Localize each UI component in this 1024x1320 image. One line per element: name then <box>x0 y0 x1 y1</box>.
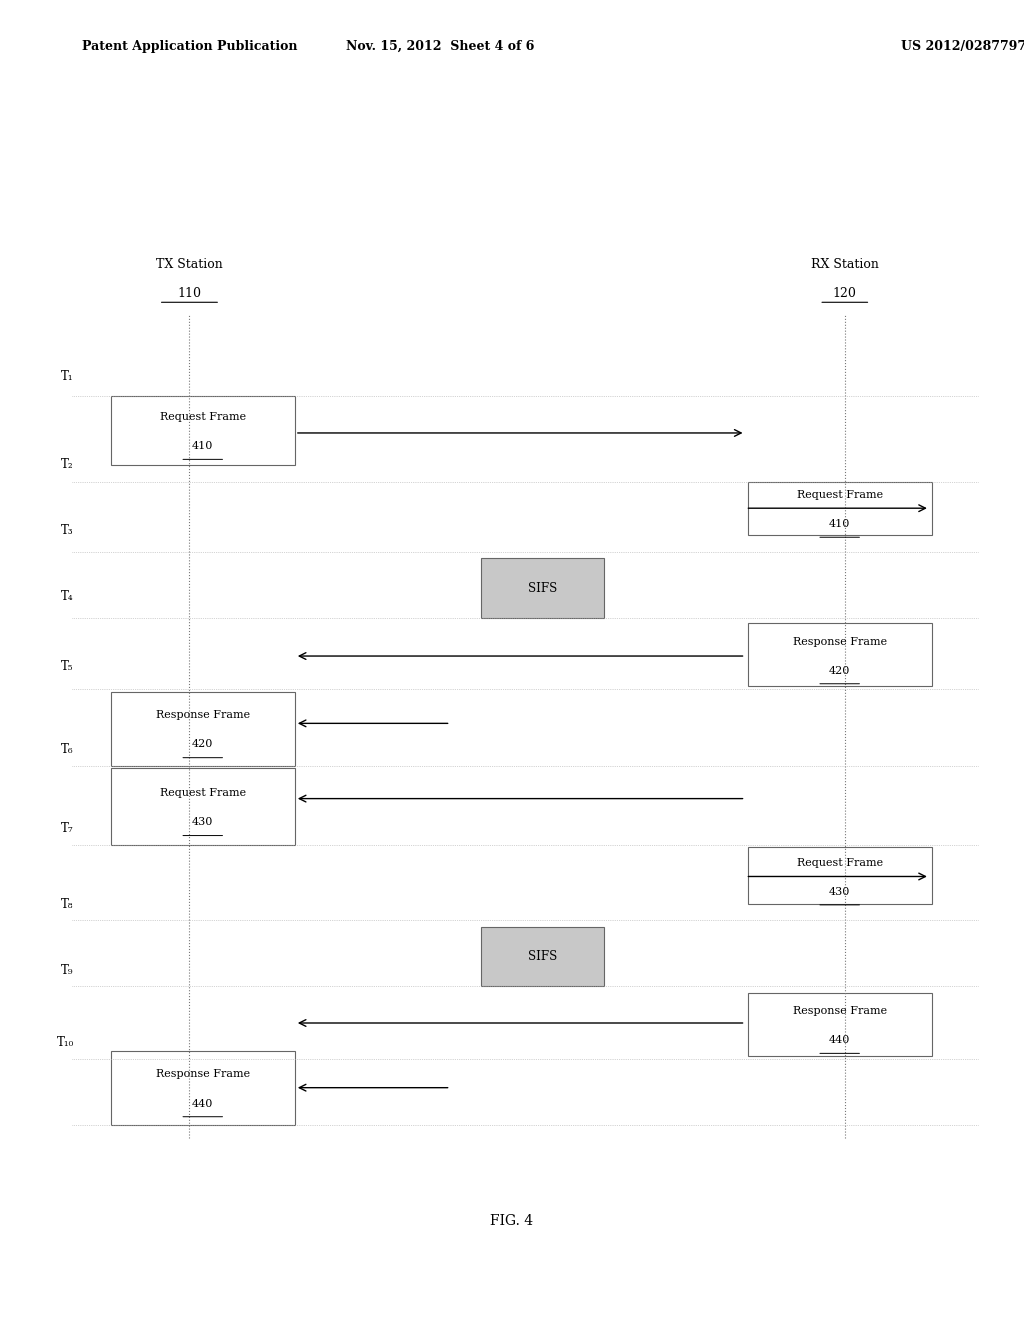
Text: Request Frame: Request Frame <box>160 412 246 422</box>
Text: SIFS: SIFS <box>528 950 557 962</box>
Text: Response Frame: Response Frame <box>156 710 250 721</box>
Text: 440: 440 <box>193 1098 213 1109</box>
Text: 430: 430 <box>193 817 213 828</box>
Text: 430: 430 <box>829 887 850 896</box>
Text: 110: 110 <box>177 286 202 300</box>
Text: FIG. 4: FIG. 4 <box>490 1214 534 1228</box>
Text: T₈: T₈ <box>61 898 74 911</box>
FancyBboxPatch shape <box>481 927 604 986</box>
Text: 410: 410 <box>829 519 850 529</box>
Text: RX Station: RX Station <box>811 257 879 271</box>
Text: TX Station: TX Station <box>156 257 223 271</box>
Text: 440: 440 <box>829 1035 850 1045</box>
FancyBboxPatch shape <box>111 692 295 766</box>
Text: T₁₀: T₁₀ <box>56 1036 74 1049</box>
Text: T₄: T₄ <box>61 590 74 603</box>
FancyBboxPatch shape <box>111 1051 295 1125</box>
Text: T₃: T₃ <box>61 524 74 537</box>
Text: 420: 420 <box>829 665 850 676</box>
Text: Response Frame: Response Frame <box>793 636 887 647</box>
FancyBboxPatch shape <box>748 623 932 686</box>
Text: 420: 420 <box>193 739 213 750</box>
Text: Response Frame: Response Frame <box>156 1069 250 1080</box>
FancyBboxPatch shape <box>748 993 932 1056</box>
Text: T₂: T₂ <box>61 458 74 471</box>
Text: T₁: T₁ <box>61 370 74 383</box>
FancyBboxPatch shape <box>111 768 295 845</box>
Text: T₅: T₅ <box>61 660 74 673</box>
Text: 410: 410 <box>193 441 213 451</box>
Text: T₆: T₆ <box>61 743 74 756</box>
Text: Request Frame: Request Frame <box>160 788 246 799</box>
Text: US 2012/0287797 A1: US 2012/0287797 A1 <box>901 40 1024 53</box>
Text: SIFS: SIFS <box>528 582 557 594</box>
Text: Response Frame: Response Frame <box>793 1006 887 1016</box>
Text: Request Frame: Request Frame <box>797 490 883 500</box>
FancyBboxPatch shape <box>481 558 604 618</box>
Text: Nov. 15, 2012  Sheet 4 of 6: Nov. 15, 2012 Sheet 4 of 6 <box>346 40 535 53</box>
FancyBboxPatch shape <box>111 396 295 465</box>
Text: Patent Application Publication: Patent Application Publication <box>82 40 297 53</box>
Text: T₇: T₇ <box>61 822 74 836</box>
Text: T₉: T₉ <box>61 964 74 977</box>
FancyBboxPatch shape <box>748 847 932 904</box>
Text: Request Frame: Request Frame <box>797 858 883 867</box>
Text: 120: 120 <box>833 286 857 300</box>
FancyBboxPatch shape <box>748 482 932 535</box>
